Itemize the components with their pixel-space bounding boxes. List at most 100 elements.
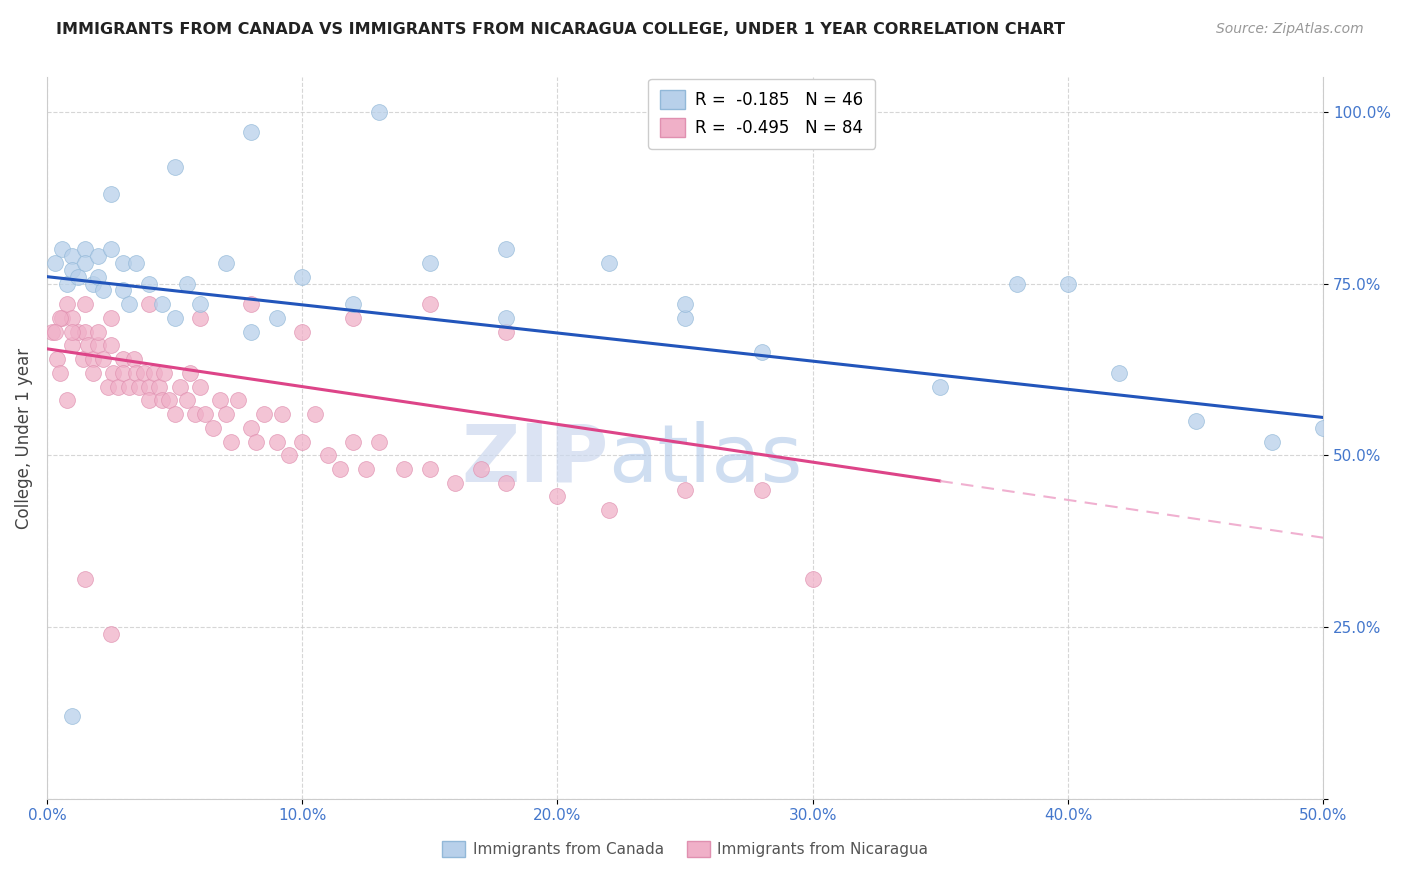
Point <box>354 462 377 476</box>
Point <box>125 366 148 380</box>
Point <box>163 407 186 421</box>
Point <box>100 338 122 352</box>
Point <box>153 366 176 380</box>
Point <box>270 407 292 421</box>
Point <box>100 187 122 202</box>
Point <box>97 379 120 393</box>
Point <box>1261 434 1284 449</box>
Point <box>240 421 263 435</box>
Point <box>470 462 492 476</box>
Point <box>194 407 217 421</box>
Point <box>150 297 173 311</box>
Point <box>394 462 416 476</box>
Point <box>100 627 122 641</box>
Point <box>87 269 110 284</box>
Point <box>48 366 70 380</box>
Point <box>184 407 207 421</box>
Text: atlas: atlas <box>609 421 803 499</box>
Point <box>291 434 314 449</box>
Point <box>56 393 79 408</box>
Point <box>176 393 198 408</box>
Point <box>122 352 145 367</box>
Point <box>219 434 242 449</box>
Point <box>1005 277 1028 291</box>
Point <box>138 379 160 393</box>
Point <box>56 297 79 311</box>
Point <box>75 242 97 256</box>
Point <box>44 325 66 339</box>
Point <box>214 256 236 270</box>
Point <box>66 325 89 339</box>
Point <box>87 325 110 339</box>
Point <box>673 297 696 311</box>
Point <box>112 256 135 270</box>
Point <box>148 379 170 393</box>
Point <box>87 249 110 263</box>
Point <box>188 310 211 325</box>
Point <box>342 297 364 311</box>
Point <box>342 434 364 449</box>
Point <box>75 256 97 270</box>
Point <box>546 490 568 504</box>
Point <box>138 297 160 311</box>
Point <box>75 325 97 339</box>
Point <box>117 379 139 393</box>
Point <box>82 277 104 291</box>
Point <box>673 310 696 325</box>
Point <box>209 393 232 408</box>
Point <box>179 366 201 380</box>
Point <box>367 434 389 449</box>
Point <box>495 475 517 490</box>
Point <box>75 572 97 586</box>
Point <box>751 483 773 497</box>
Point <box>48 310 70 325</box>
Point <box>100 242 122 256</box>
Point <box>91 284 114 298</box>
Point <box>245 434 267 449</box>
Point <box>176 277 198 291</box>
Point <box>163 310 186 325</box>
Point <box>240 297 263 311</box>
Point <box>495 242 517 256</box>
Point <box>419 297 441 311</box>
Point <box>132 366 155 380</box>
Text: IMMIGRANTS FROM CANADA VS IMMIGRANTS FROM NICARAGUA COLLEGE, UNDER 1 YEAR CORREL: IMMIGRANTS FROM CANADA VS IMMIGRANTS FRO… <box>56 22 1066 37</box>
Legend: R =  -0.185   N = 46, R =  -0.495   N = 84: R = -0.185 N = 46, R = -0.495 N = 84 <box>648 78 875 149</box>
Point <box>107 379 129 393</box>
Point <box>41 325 63 339</box>
Point <box>240 325 263 339</box>
Point <box>150 393 173 408</box>
Point <box>128 379 150 393</box>
Point <box>278 448 301 462</box>
Point <box>495 325 517 339</box>
Point <box>143 366 166 380</box>
Point <box>100 310 122 325</box>
Point <box>419 256 441 270</box>
Point <box>75 297 97 311</box>
Point <box>266 434 288 449</box>
Point <box>51 310 73 325</box>
Point <box>291 325 314 339</box>
Point <box>112 352 135 367</box>
Point <box>598 256 620 270</box>
Point <box>240 125 263 139</box>
Point <box>598 503 620 517</box>
Point <box>138 277 160 291</box>
Point <box>62 338 84 352</box>
Point <box>495 310 517 325</box>
Point <box>112 284 135 298</box>
Point <box>188 297 211 311</box>
Point <box>228 393 250 408</box>
Point <box>76 338 98 352</box>
Point <box>163 160 186 174</box>
Point <box>72 352 94 367</box>
Point <box>46 352 69 367</box>
Point <box>44 256 66 270</box>
Point <box>51 242 73 256</box>
Point <box>291 269 314 284</box>
Point <box>1057 277 1080 291</box>
Point <box>751 345 773 359</box>
Point <box>801 572 824 586</box>
Point <box>82 366 104 380</box>
Point <box>87 338 110 352</box>
